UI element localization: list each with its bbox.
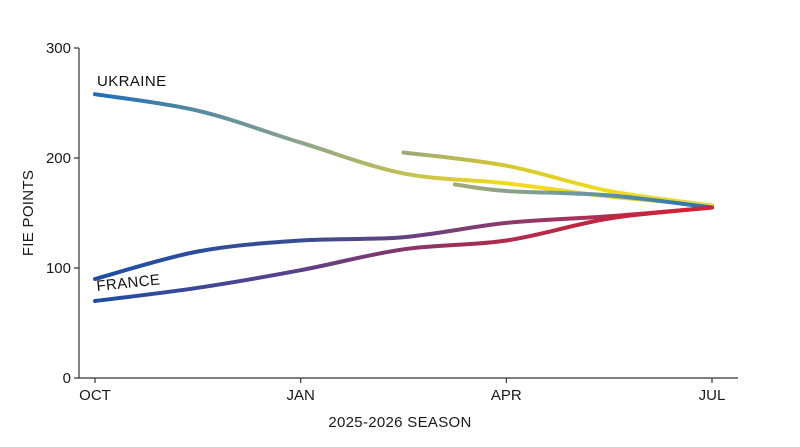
france-series-line-3: [93, 205, 714, 281]
y-tick-label: 300: [46, 40, 71, 57]
ukraine-series-line-0: [93, 92, 714, 208]
y-tick-label: 0: [63, 370, 71, 387]
series-label-ukraine: UKRAINE: [97, 73, 166, 90]
france-series-line-4: [93, 205, 714, 303]
x-tick-label: JUL: [699, 387, 726, 404]
series-label-france: FRANCE: [96, 271, 162, 295]
ukraine-series-line-2: [452, 182, 714, 210]
x-tick-label: JAN: [286, 387, 314, 404]
y-axis-title: FIE POINTS: [20, 170, 37, 256]
x-tick-label: OCT: [79, 387, 111, 404]
ukraine-series-line-1: [401, 150, 714, 208]
y-tick-label: 100: [46, 260, 71, 277]
x-axis-title: 2025-2026 SEASON: [328, 414, 471, 431]
chart-axes: [78, 48, 738, 379]
x-tick-label: APR: [491, 387, 522, 404]
y-tick-label: 200: [46, 150, 71, 167]
